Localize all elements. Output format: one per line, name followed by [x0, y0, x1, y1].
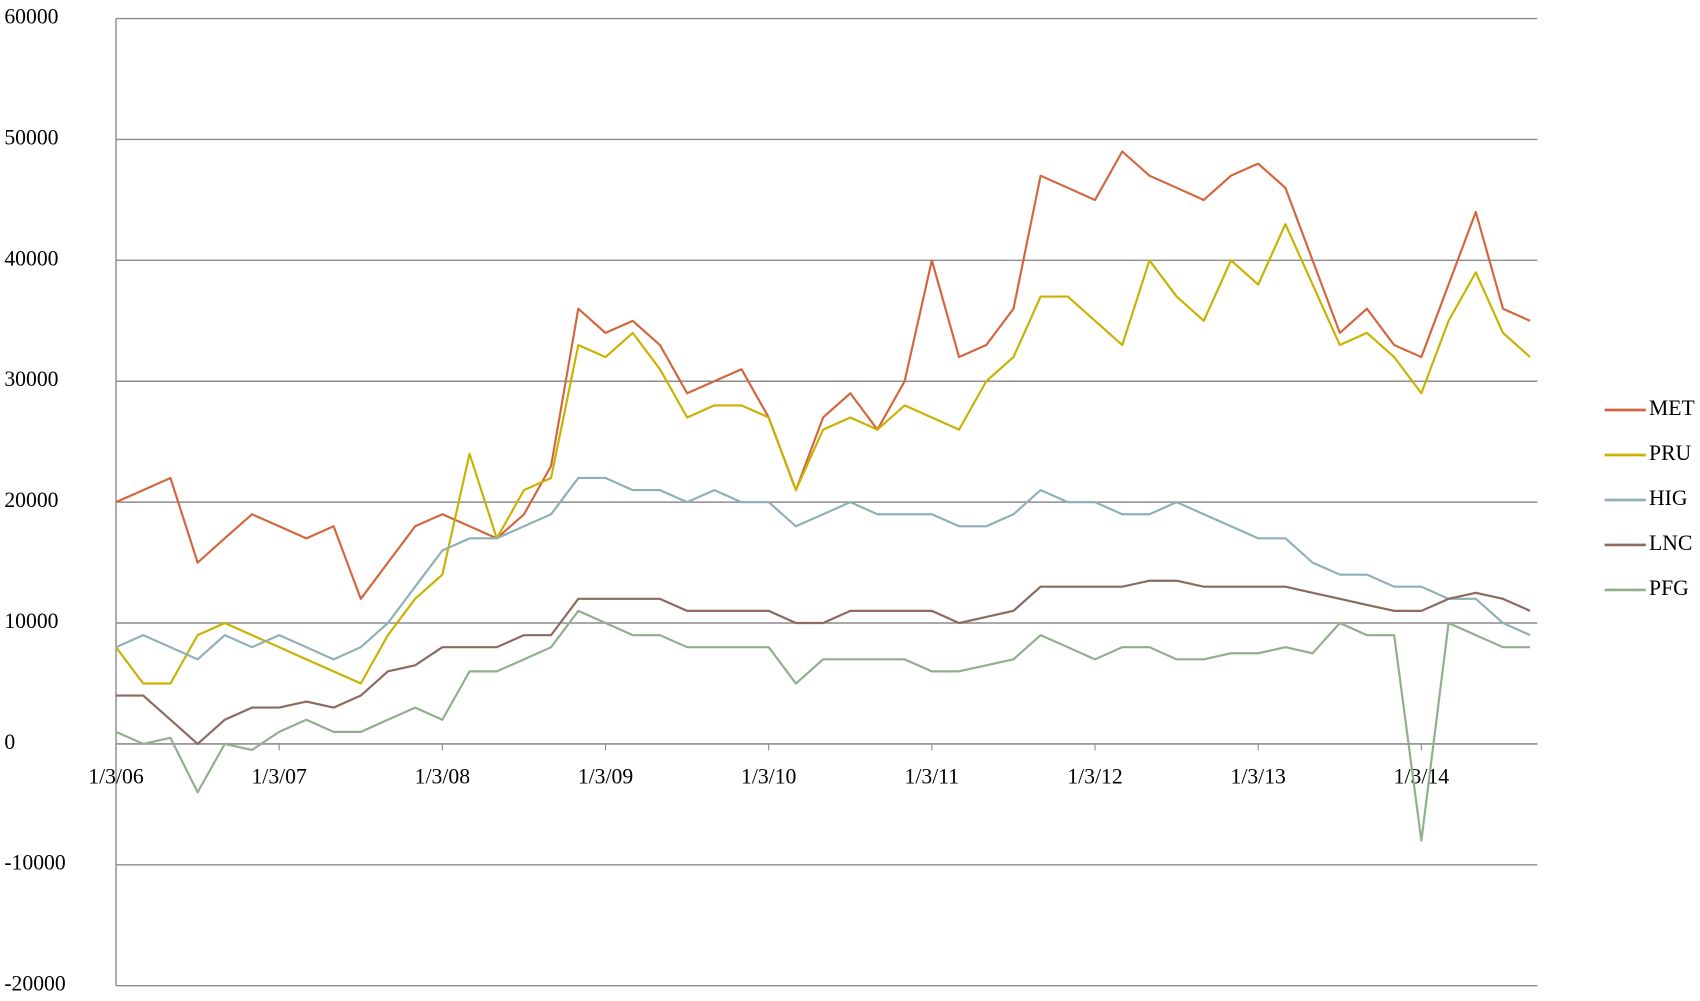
legend-label: PFG: [1649, 576, 1689, 600]
legend-label: HIG: [1649, 486, 1688, 510]
y-tick-label: 10000: [4, 609, 58, 633]
series-line: [115, 609, 1531, 842]
legend-label: LNC: [1649, 531, 1692, 555]
y-tick-label: 50000: [4, 125, 58, 149]
legend-label: PRU: [1649, 441, 1692, 465]
y-tick-label: 60000: [4, 5, 58, 29]
legend-label: MET: [1649, 396, 1695, 420]
y-tick-label: -10000: [4, 851, 66, 875]
y-tick-label: 0: [4, 730, 15, 754]
x-tick-label: 1/3/12: [1067, 765, 1122, 789]
x-tick-label: 1/3/08: [415, 765, 471, 789]
x-tick-label: 1/3/07: [251, 765, 307, 789]
y-tick-label: -20000: [4, 972, 66, 996]
series-line: [115, 150, 1531, 600]
x-tick-label: 1/3/11: [905, 765, 960, 789]
x-tick-label: 1/3/14: [1394, 765, 1450, 789]
y-tick-label: 30000: [4, 367, 58, 391]
y-tick-label: 40000: [4, 246, 58, 270]
series-line: [115, 223, 1531, 685]
x-tick-label: 1/3/06: [88, 765, 144, 789]
x-tick-label: 1/3/09: [578, 765, 633, 789]
series-line: [115, 476, 1531, 661]
x-tick-label: 1/3/13: [1230, 765, 1285, 789]
series-line: [116, 579, 1531, 745]
x-tick-label: 1/3/10: [741, 765, 797, 789]
y-tick-label: 20000: [4, 488, 58, 512]
